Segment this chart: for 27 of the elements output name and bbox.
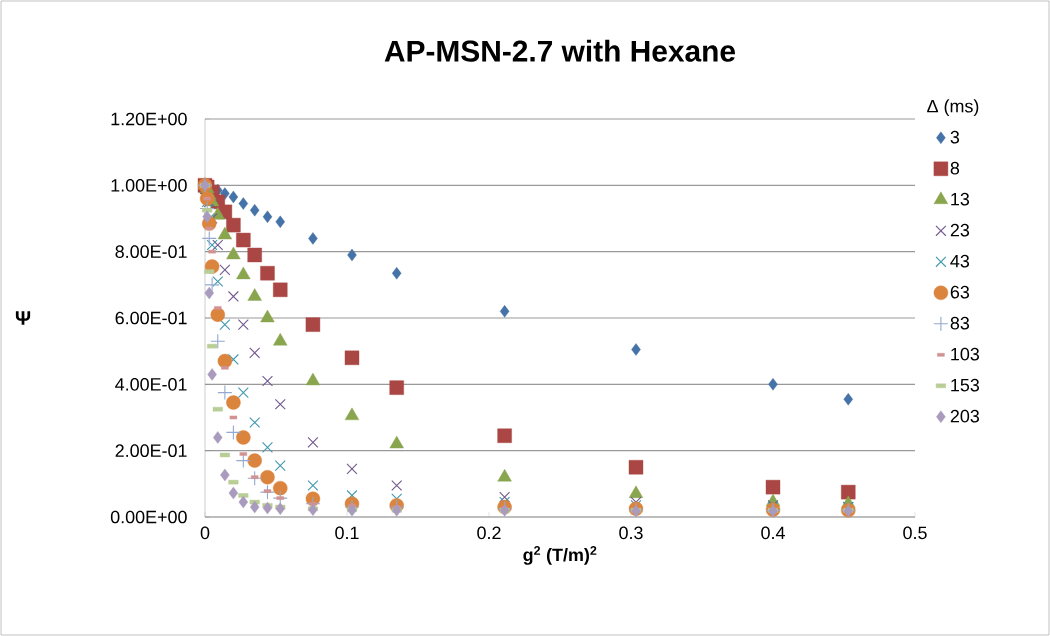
text: g$^{2}$ (T/m)$^{2}$ bbox=[523, 546, 597, 565]
y-tick-label: 8.00E-01 bbox=[115, 245, 187, 259]
x-tick-label: 0 bbox=[200, 526, 210, 540]
legend-label: 43 bbox=[950, 254, 970, 268]
chart-title: AP-MSN-2.7 with Hexane bbox=[384, 39, 735, 62]
legend-label: 63 bbox=[950, 285, 970, 299]
legend-label: 8 bbox=[950, 161, 960, 175]
x-tick-label: 0.2 bbox=[477, 526, 501, 540]
legend-label: 3 bbox=[950, 130, 960, 144]
x-tick-label: 0.5 bbox=[903, 526, 927, 540]
legend-label: 103 bbox=[951, 347, 980, 361]
y-tick-label: 4.00E-01 bbox=[115, 377, 187, 391]
y-tick-label: 1.20E+00 bbox=[111, 112, 187, 126]
x-tick-label: 0.4 bbox=[761, 526, 785, 540]
x-tick-label: 0.3 bbox=[619, 526, 643, 540]
y-axis-title: Ψ bbox=[15, 311, 31, 325]
legend-title: Δ (ms) bbox=[927, 99, 979, 117]
y-tick-label: 0.00E+00 bbox=[110, 510, 187, 524]
y-tick-label: 6.00E-01 bbox=[115, 311, 187, 325]
y-tick-label: 1.00E+00 bbox=[111, 178, 187, 192]
legend-label: 13 bbox=[951, 192, 970, 206]
legend-label: 23 bbox=[950, 223, 970, 237]
legend-label: 153 bbox=[951, 378, 980, 392]
y-tick-label: 2.00E-01 bbox=[115, 444, 187, 458]
x-tick-label: 0.1 bbox=[335, 526, 359, 540]
legend-label: 203 bbox=[950, 409, 980, 423]
legend-label: 83 bbox=[950, 316, 970, 330]
